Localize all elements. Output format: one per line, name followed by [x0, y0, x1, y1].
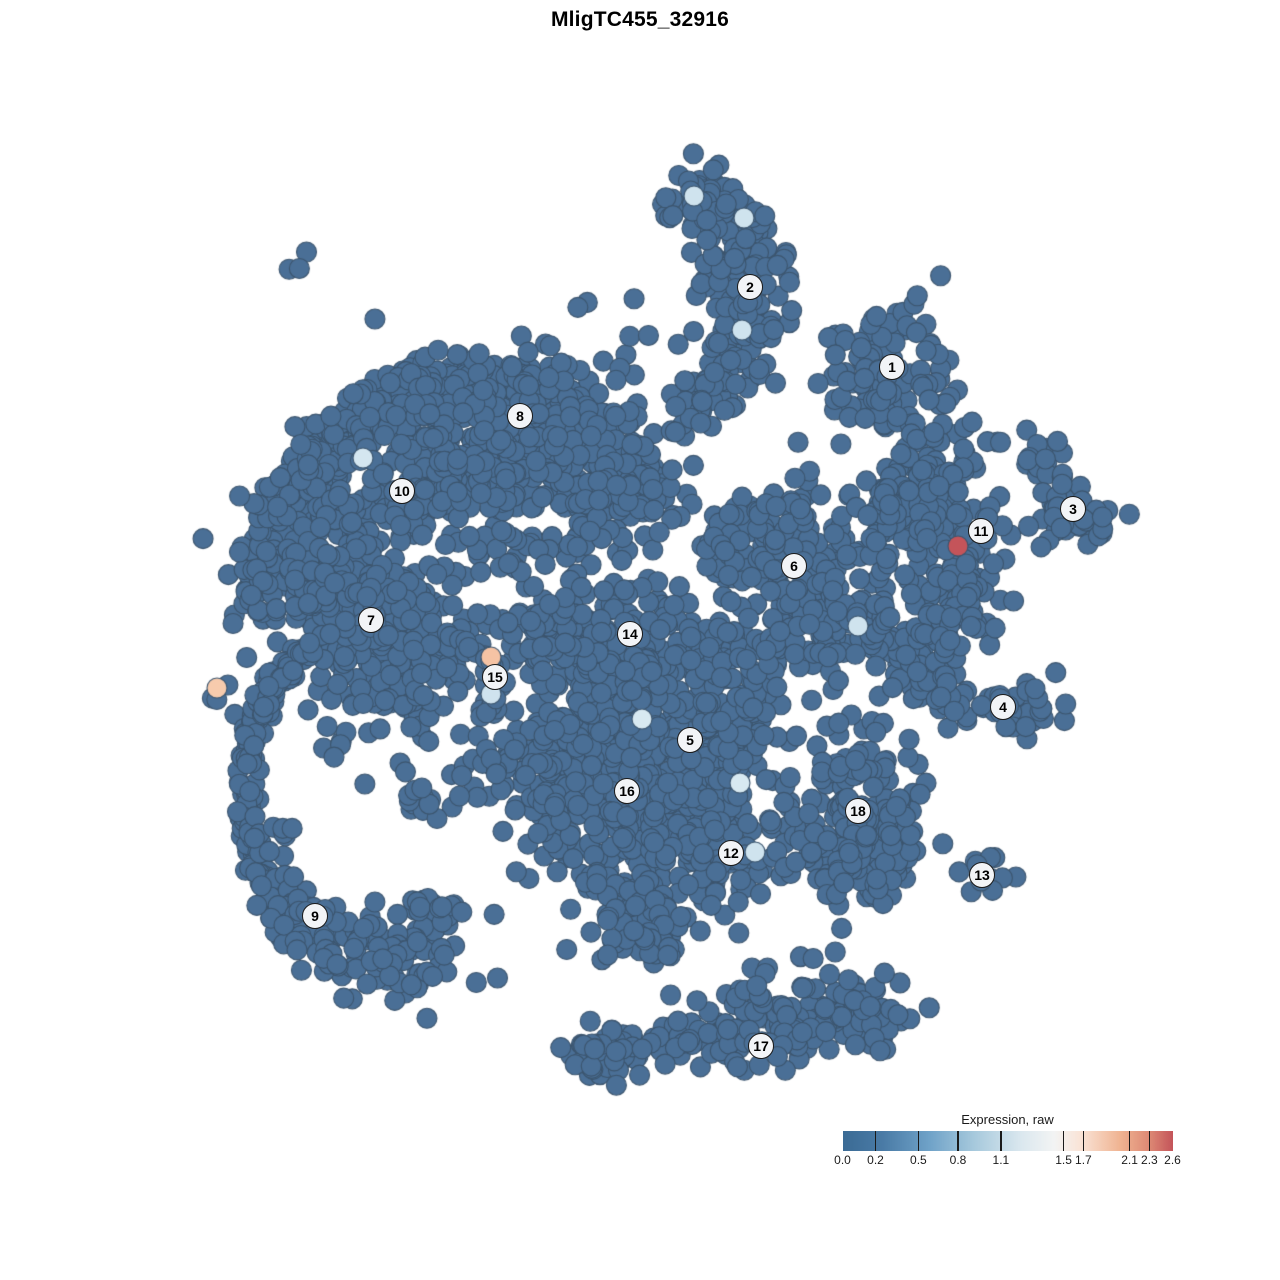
colorbar-tick-0.2: [874, 1131, 877, 1151]
expression-colorbar-legend: Expression, raw 0.0 0.2 0.5 0.8 1.1 1.5 1.7 2.1…: [834, 1112, 1181, 1169]
colorbar-tick-1.1: [1000, 1131, 1002, 1151]
cluster-label-9[interactable]: 9: [302, 903, 328, 929]
colorbar-tick-label: 0.0: [834, 1153, 851, 1167]
cluster-label-12[interactable]: 12: [718, 840, 744, 866]
cluster-label-14[interactable]: 14: [617, 621, 643, 647]
colorbar-tick-label: 1.1: [992, 1153, 1010, 1167]
cluster-label-8[interactable]: 8: [507, 403, 533, 429]
cluster-label-7[interactable]: 7: [358, 607, 384, 633]
colorbar-tick-labels: 0.0 0.2 0.5 0.8 1.1 1.5 1.7 2.1 2.3 2.6: [834, 1153, 1181, 1169]
cluster-label-16[interactable]: 16: [614, 778, 640, 804]
colorbar-gradient: [842, 1131, 1173, 1151]
colorbar-tick-0.5: [917, 1131, 920, 1151]
cluster-label-3[interactable]: 3: [1060, 496, 1086, 522]
cluster-label-18[interactable]: 18: [845, 798, 871, 824]
cluster-label-15[interactable]: 15: [482, 664, 508, 690]
cluster-label-10[interactable]: 10: [389, 478, 415, 504]
colorbar-tick-label: 2.3: [1141, 1153, 1158, 1167]
colorbar-tick-label: 2.1: [1121, 1153, 1138, 1167]
cluster-label-5[interactable]: 5: [677, 727, 703, 753]
colorbar-tick-label: 0.5: [910, 1153, 927, 1167]
cluster-label-17[interactable]: 17: [748, 1033, 774, 1059]
colorbar-tick-2.1: [1128, 1131, 1131, 1151]
cluster-label-6[interactable]: 6: [781, 553, 807, 579]
colorbar-tick-2.3: [1148, 1131, 1151, 1151]
colorbar-tick-1.7: [1082, 1131, 1085, 1151]
cluster-label-11[interactable]: 11: [968, 518, 994, 544]
colorbar-tick-label: 0.2: [867, 1153, 884, 1167]
colorbar-wrap: [842, 1131, 1173, 1151]
cluster-label-13[interactable]: 13: [969, 862, 995, 888]
colorbar-tick-label: 0.8: [949, 1153, 967, 1167]
legend-title: Expression, raw: [961, 1112, 1054, 1127]
colorbar-tick-label: 1.7: [1075, 1153, 1092, 1167]
cluster-label-4[interactable]: 4: [990, 694, 1016, 720]
colorbar-tick-1.5: [1062, 1131, 1065, 1151]
colorbar-tick-0.8: [957, 1131, 959, 1151]
cluster-label-1[interactable]: 1: [879, 354, 905, 380]
colorbar-tick-label: 2.6: [1164, 1153, 1181, 1167]
cluster-label-2[interactable]: 2: [737, 274, 763, 300]
colorbar-tick-label: 1.5: [1055, 1153, 1072, 1167]
